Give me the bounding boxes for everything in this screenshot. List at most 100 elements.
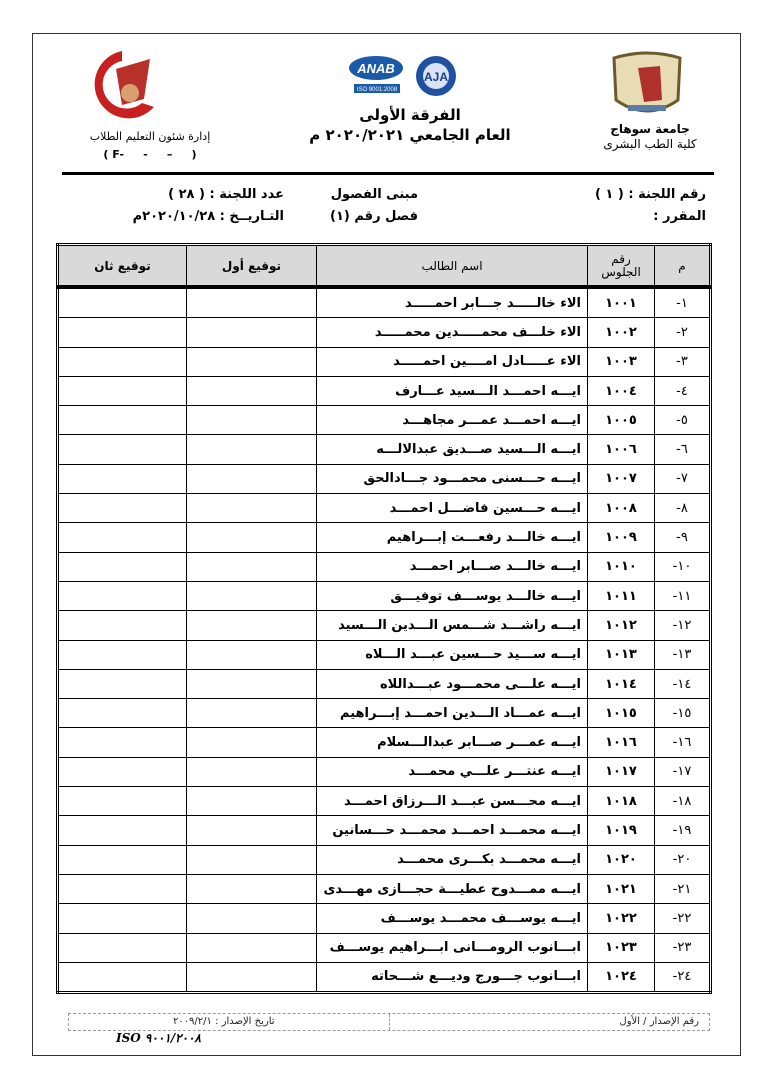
faculty-of-medicine-logo	[94, 51, 154, 119]
students-table: م رقم الجلوس اسم الطالب توقيع أول توقيع …	[56, 243, 712, 995]
row-index: ١٥-	[654, 698, 711, 729]
table-row: ١٦- ١٠١٦ ايـــه عمـــر صـــابر عبدالـــسلا…	[57, 727, 711, 758]
table-row: ٦- ١٠٠٦ ايـــه الـــسيد صـــديق عبدالالـــ…	[57, 434, 711, 465]
building: مبنى الفصول	[330, 187, 418, 202]
second-signature-cell[interactable]	[57, 844, 187, 875]
first-signature-cell[interactable]	[186, 317, 317, 348]
col-index: م	[654, 244, 711, 289]
seat-number: ١٠٠٣	[587, 346, 655, 377]
row-index: ٥-	[654, 405, 711, 436]
first-signature-cell[interactable]	[186, 463, 317, 495]
first-signature-cell[interactable]	[186, 286, 317, 319]
first-signature-cell[interactable]	[186, 522, 317, 553]
student-name: ابـــانوب الرومـــانى ابـــراهيم يوســـف	[316, 932, 588, 963]
second-signature-cell[interactable]	[57, 815, 187, 846]
table-row: ١- ١٠٠١ الاء خالـــــد جـــابر احمـــــد	[57, 286, 711, 319]
first-signature-cell[interactable]	[186, 405, 317, 436]
student-name: ايـــه محمـــد احمـــد محمـــد حـــسانين	[316, 815, 588, 846]
first-signature-cell[interactable]	[186, 493, 317, 524]
second-signature-cell[interactable]	[57, 756, 187, 788]
header-divider	[62, 172, 714, 175]
row-index: ١٩-	[654, 815, 711, 846]
row-index: ١٨-	[654, 786, 711, 817]
col-first-signature: توقيع أول	[186, 244, 317, 289]
first-signature-cell[interactable]	[186, 961, 317, 994]
first-signature-cell[interactable]	[186, 844, 317, 875]
second-signature-cell[interactable]	[57, 639, 187, 670]
second-signature-cell[interactable]	[57, 317, 187, 348]
student-name: ايـــه علـــى محمـــود عبـــداللاه	[316, 668, 588, 700]
first-signature-cell[interactable]	[186, 639, 317, 670]
row-index: ٩-	[654, 522, 711, 553]
exam-date: التـاريــخ : ٢٠٢٠/١٠/٢٨م	[132, 209, 284, 224]
second-signature-cell[interactable]	[57, 434, 187, 465]
first-signature-cell[interactable]	[186, 815, 317, 846]
seat-number: ١٠٢٤	[587, 961, 655, 994]
classroom: فصل رقم (١)	[330, 209, 418, 224]
seat-number: ١٠٠٩	[587, 522, 655, 553]
second-signature-cell[interactable]	[57, 668, 187, 700]
first-signature-cell[interactable]	[186, 786, 317, 817]
table-row: ٢٢- ١٠٢٢ ايـــه يوســـف محمـــد يوســـف	[57, 903, 711, 934]
second-signature-cell[interactable]	[57, 786, 187, 817]
second-signature-cell[interactable]	[57, 346, 187, 377]
row-index: ٢٠-	[654, 844, 711, 875]
row-index: ٢٣-	[654, 932, 711, 963]
second-signature-cell[interactable]	[57, 932, 187, 963]
first-signature-cell[interactable]	[186, 346, 317, 377]
second-signature-cell[interactable]	[57, 405, 187, 436]
seat-number: ١٠١٠	[587, 551, 655, 582]
row-index: ٢٤-	[654, 961, 711, 994]
second-signature-cell[interactable]	[57, 493, 187, 524]
student-name: ايـــه ســـيد حـــسين عبـــد الـــلاه	[316, 639, 588, 670]
row-index: ٢١-	[654, 873, 711, 905]
first-signature-cell[interactable]	[186, 698, 317, 729]
first-signature-cell[interactable]	[186, 932, 317, 963]
accreditation-logos: ANAB ISO 9001:2008 AJA	[349, 56, 456, 96]
course-label: المقرر :	[653, 209, 706, 224]
first-signature-cell[interactable]	[186, 551, 317, 582]
second-signature-cell[interactable]	[57, 580, 187, 612]
committee-number: رقم اللجنة : ( ١ )	[594, 187, 706, 202]
first-signature-cell[interactable]	[186, 903, 317, 934]
second-signature-cell[interactable]	[57, 522, 187, 553]
second-signature-cell[interactable]	[57, 286, 187, 319]
second-signature-cell[interactable]	[57, 961, 187, 994]
table-row: ١٩- ١٠١٩ ايـــه محمـــد احمـــد محمـــد حـ…	[57, 815, 711, 846]
second-signature-cell[interactable]	[57, 727, 187, 758]
second-signature-cell[interactable]	[57, 873, 187, 905]
first-signature-cell[interactable]	[186, 580, 317, 612]
row-index: ١٤-	[654, 668, 711, 700]
seat-number: ١٠٠٥	[587, 405, 655, 436]
seat-number: ١٠١٧	[587, 756, 655, 788]
student-name: ايـــه ممـــدوح عطيـــة حجـــازى مهـــدى	[316, 873, 588, 905]
first-signature-cell[interactable]	[186, 668, 317, 700]
first-signature-cell[interactable]	[186, 727, 317, 758]
first-signature-cell[interactable]	[186, 434, 317, 465]
second-signature-cell[interactable]	[57, 610, 187, 641]
second-signature-cell[interactable]	[57, 463, 187, 495]
table-row: ٩- ١٠٠٩ ايـــه خالـــد رفعـــت إبـــراهيم	[57, 522, 711, 553]
second-signature-cell[interactable]	[57, 551, 187, 582]
first-signature-cell[interactable]	[186, 756, 317, 788]
seat-number: ١٠١٢	[587, 610, 655, 641]
row-index: ٧-	[654, 463, 711, 495]
second-signature-cell[interactable]	[57, 698, 187, 729]
row-index: ١٣-	[654, 639, 711, 670]
university-seal-logo	[612, 51, 682, 113]
second-signature-cell[interactable]	[57, 375, 187, 407]
academic-year: العام الجامعي ٢٠٢٠/٢٠٢١ م	[309, 126, 511, 144]
first-signature-cell[interactable]	[186, 375, 317, 407]
first-signature-cell[interactable]	[186, 873, 317, 905]
seat-number: ١٠٠٢	[587, 317, 655, 348]
table-row: ١٠- ١٠١٠ ايـــه خالـــد صـــابر احمـــد	[57, 551, 711, 582]
student-name: ايـــه عمـــاد الـــدين احمـــد إبـــراه…	[316, 698, 588, 729]
table-row: ١١- ١٠١١ ايـــه خالـــد يوســـف توفيـــق	[57, 580, 711, 612]
iso-standard: ISO ٩٠٠١/٢٠٠٨	[116, 1031, 201, 1045]
first-signature-cell[interactable]	[186, 610, 317, 641]
table-row: ١٨- ١٠١٨ ايـــه محـــسن عبـــد الـــرزاق ا…	[57, 786, 711, 817]
student-name: ايـــه عمـــر صـــابر عبدالـــسلام	[316, 727, 588, 758]
university-name: جامعة سوهاج	[610, 122, 690, 136]
second-signature-cell[interactable]	[57, 903, 187, 934]
seat-number: ١٠٢٢	[587, 903, 655, 934]
